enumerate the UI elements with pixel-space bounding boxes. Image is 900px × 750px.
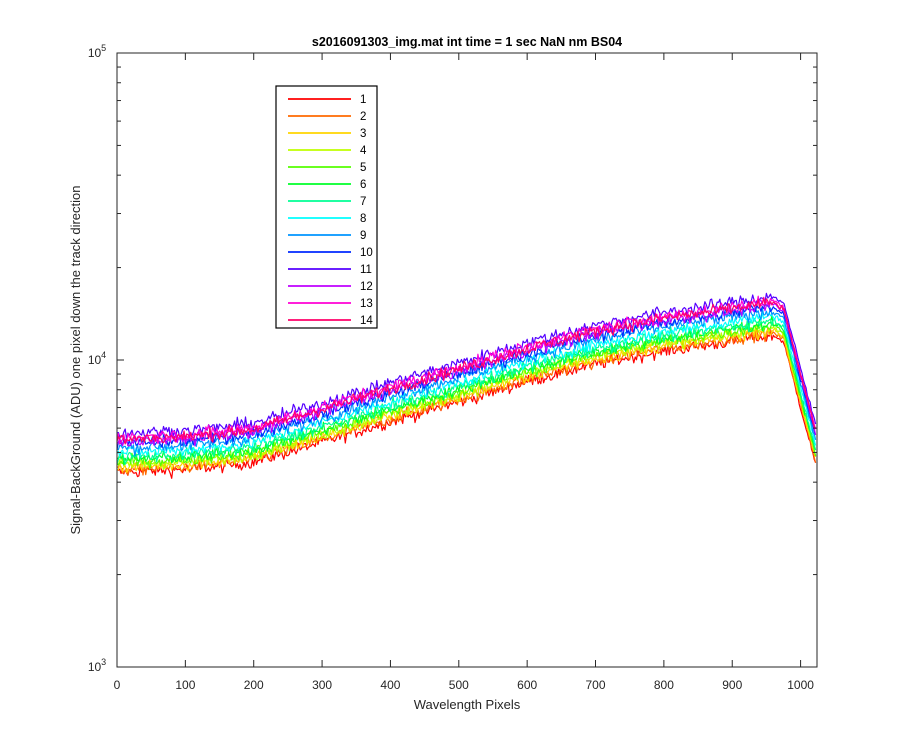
series-line-7 bbox=[116, 317, 817, 465]
x-tick-label: 700 bbox=[586, 678, 606, 692]
legend-label-14: 14 bbox=[360, 315, 373, 327]
legend-label-6: 6 bbox=[360, 179, 366, 191]
x-tick-label: 600 bbox=[517, 678, 537, 692]
x-tick-label: 200 bbox=[244, 678, 264, 692]
y-tick-label: 104 bbox=[88, 350, 106, 367]
legend-label-10: 10 bbox=[360, 247, 373, 259]
y-tick-label: 103 bbox=[88, 657, 106, 674]
series-group bbox=[116, 292, 817, 479]
legend-label-8: 8 bbox=[360, 213, 366, 225]
series-line-6 bbox=[116, 315, 817, 466]
x-tick-label: 500 bbox=[449, 678, 469, 692]
x-tick-label: 100 bbox=[175, 678, 195, 692]
legend-box bbox=[275, 85, 378, 329]
legend-label-13: 13 bbox=[360, 298, 373, 310]
x-tick-label: 0 bbox=[114, 678, 121, 692]
series-line-2 bbox=[116, 326, 817, 476]
legend-label-7: 7 bbox=[360, 196, 366, 208]
x-tick-label: 300 bbox=[312, 678, 332, 692]
x-axis-label: Wavelength Pixels bbox=[414, 697, 521, 712]
legend-label-5: 5 bbox=[360, 162, 366, 174]
legend-label-12: 12 bbox=[360, 281, 373, 293]
legend-label-4: 4 bbox=[360, 145, 367, 157]
axes: 0 100 200 300 400 500 600 700 800 900 100010310410… bbox=[88, 43, 818, 692]
x-tick-label: 1000 bbox=[787, 678, 814, 692]
legend-label-2: 2 bbox=[360, 111, 366, 123]
series-line-5 bbox=[116, 321, 817, 470]
chart-title: s2016091303_img.mat int time = 1 sec NaN… bbox=[312, 35, 622, 49]
legend-label-9: 9 bbox=[360, 230, 366, 242]
x-tick-label: 900 bbox=[722, 678, 742, 692]
legend-label-3: 3 bbox=[360, 128, 366, 140]
legend-label-1: 1 bbox=[360, 94, 366, 106]
legend-label-11: 11 bbox=[360, 264, 372, 276]
y-tick-label: 105 bbox=[88, 43, 106, 60]
x-tick-label: 400 bbox=[380, 678, 400, 692]
y-axis-label: Signal-BackGround (ADU) one pixel down t… bbox=[68, 185, 83, 534]
series-line-14 bbox=[116, 297, 817, 445]
x-tick-label: 800 bbox=[654, 678, 674, 692]
